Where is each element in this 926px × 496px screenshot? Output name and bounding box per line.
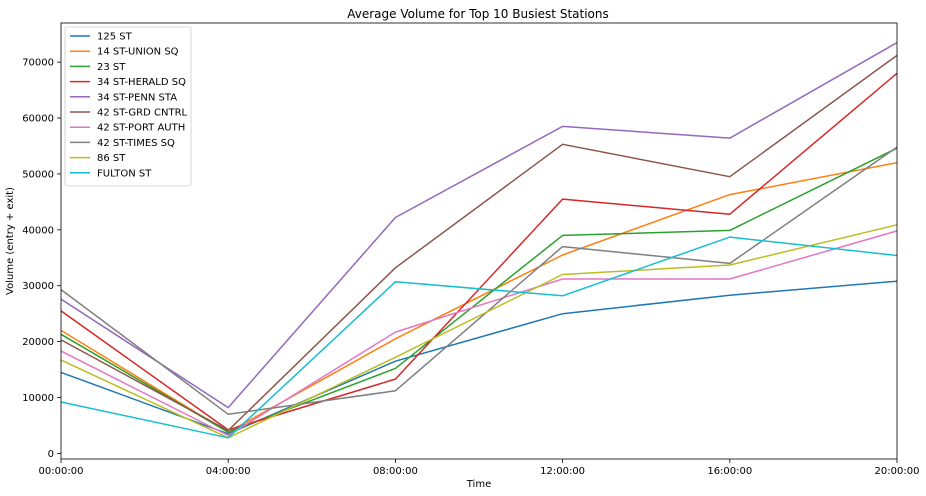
x-tick-label: 20:00:00 bbox=[875, 466, 920, 477]
y-axis-ticks: 0 10000 20000 30000 40000 50000 60000 70000 bbox=[22, 58, 61, 460]
y-tick-label: 30000 bbox=[22, 281, 54, 292]
x-tick-label: 12:00:00 bbox=[540, 466, 585, 477]
legend-label: 34 ST-PENN STA bbox=[97, 92, 177, 103]
x-axis-label: Time bbox=[466, 479, 491, 490]
legend-label: 125 ST bbox=[97, 32, 133, 43]
legend-label: FULTON ST bbox=[97, 168, 152, 179]
plot-frame bbox=[60, 22, 898, 460]
legend: 125 ST 14 ST-UNION SQ 23 ST 34 ST-HERALD SQ… bbox=[64, 26, 192, 187]
legend-label: 42 ST-PORT AUTH bbox=[97, 123, 185, 134]
legend-frame bbox=[64, 26, 192, 187]
series-line-42-st-grd-cntrl bbox=[60, 54, 898, 432]
x-axis-ticks: 00:00:00 04:00:00 08:00:00 12:00:00 16:00:00… bbox=[39, 459, 920, 477]
y-tick-label: 60000 bbox=[22, 114, 54, 125]
series-line-14-st-union-sq bbox=[60, 161, 898, 433]
legend-label: 34 ST-HERALD SQ bbox=[97, 77, 186, 88]
x-tick-label: 00:00:00 bbox=[39, 466, 84, 477]
series-lines bbox=[60, 41, 898, 439]
y-tick-label: 20000 bbox=[22, 337, 54, 348]
y-axis-label: Volume (entry + exit) bbox=[5, 187, 16, 295]
x-tick-label: 08:00:00 bbox=[373, 466, 418, 477]
legend-label: 42 ST-GRD CNTRL bbox=[97, 108, 188, 119]
series-line-fulton-st bbox=[60, 236, 898, 439]
series-line-42-st-times-sq bbox=[60, 146, 898, 416]
y-tick-label: 50000 bbox=[22, 169, 54, 180]
legend-label: 42 ST-TIMES SQ bbox=[97, 138, 175, 149]
x-tick-label: 04:00:00 bbox=[206, 466, 251, 477]
y-tick-label: 10000 bbox=[22, 393, 54, 404]
series-line-34-st-penn-sta bbox=[60, 41, 898, 409]
legend-label: 86 ST bbox=[97, 153, 126, 164]
series-line-86-st bbox=[60, 224, 898, 439]
chart-title: Average Volume for Top 10 Busiest Statio… bbox=[347, 7, 609, 21]
y-tick-label: 0 bbox=[48, 449, 54, 460]
y-tick-label: 40000 bbox=[22, 225, 54, 236]
legend-label: 23 ST bbox=[97, 62, 126, 73]
series-line-125-st bbox=[60, 280, 898, 435]
x-tick-label: 16:00:00 bbox=[707, 466, 752, 477]
y-tick-label: 70000 bbox=[22, 58, 54, 69]
legend-label: 14 ST-UNION SQ bbox=[97, 47, 179, 58]
series-line-42-st-port-auth bbox=[60, 230, 898, 437]
